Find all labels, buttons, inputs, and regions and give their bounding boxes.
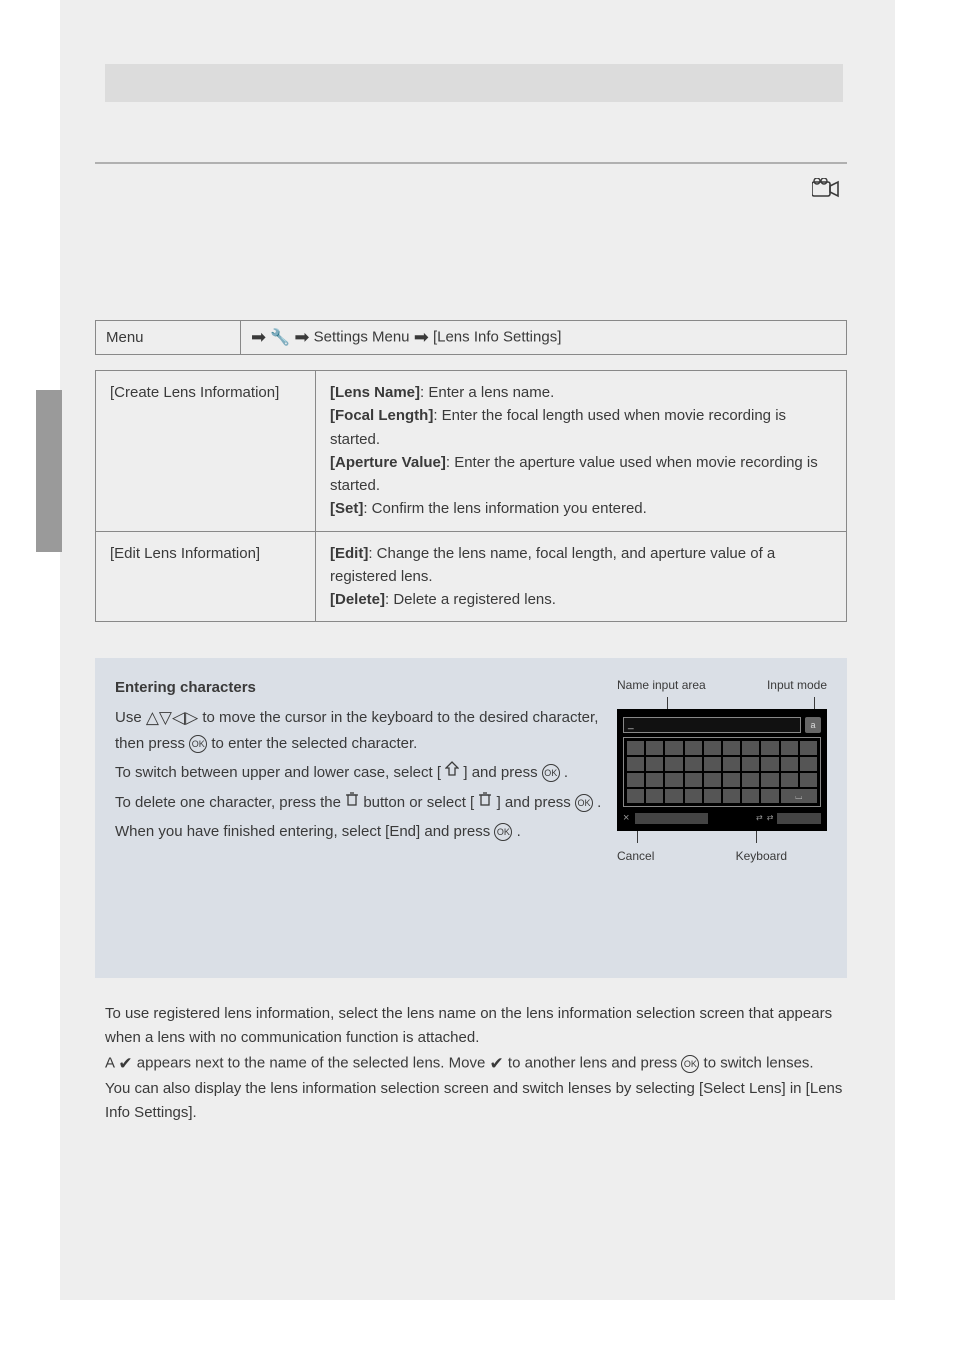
keyboard-figure: Name input area Input mode _ a ⌴ × ⇄ ⇄ bbox=[617, 676, 827, 865]
horizontal-divider bbox=[95, 162, 847, 164]
entering-chars-row2: To switch between upper and lower case, … bbox=[115, 761, 615, 785]
entering-characters-box: Entering characters Use △▽◁▷ to move the… bbox=[95, 658, 847, 978]
callout-cancel: Cancel bbox=[617, 847, 654, 866]
edit-lens-info-desc: [Edit]: Change the lens name, focal leng… bbox=[316, 531, 847, 622]
entering-chars-row3: To delete one character, press the butto… bbox=[115, 791, 615, 815]
trash-icon bbox=[478, 791, 492, 814]
bottom-line2: A ✔ appears next to the name of the sele… bbox=[105, 1050, 845, 1077]
shift-icon bbox=[445, 761, 459, 784]
create-lens-info-desc: [Lens Name]: Enter a lens name. [Focal L… bbox=[316, 371, 847, 532]
ok-button-icon: OK bbox=[681, 1055, 699, 1073]
space-key[interactable]: ⌴ bbox=[781, 789, 817, 803]
ok-button-icon: OK bbox=[189, 735, 207, 753]
callout-input-mode: Input mode bbox=[767, 676, 827, 695]
ok-button-icon: OK bbox=[494, 823, 512, 841]
lens-name-label: [Lens Name] bbox=[330, 384, 420, 401]
menu-path-table: Menu ➡ 🔧 ➡ Settings Menu ➡ [Lens Info Se… bbox=[95, 320, 847, 355]
arrow-right-icon: ➡ bbox=[294, 327, 309, 347]
aperture-label: [Aperture Value] bbox=[330, 454, 446, 471]
create-lens-info-label: [Create Lens Information] bbox=[96, 371, 316, 532]
arrow-right-icon: ➡ bbox=[251, 327, 266, 347]
kb-sym-icon: ⇄ bbox=[756, 812, 763, 824]
movie-mode-icon bbox=[812, 178, 842, 205]
lens-name-desc: : Enter a lens name. bbox=[420, 384, 554, 401]
bottom-line1: To use registered lens information, sele… bbox=[105, 1002, 845, 1050]
entering-chars-row4: When you have finished entering, select … bbox=[115, 820, 615, 843]
entering-chars-title: Entering characters bbox=[115, 676, 615, 699]
bottom-paragraphs: To use registered lens information, sele… bbox=[105, 1002, 845, 1125]
entering-chars-row1: Use △▽◁▷ to move the cursor in the keybo… bbox=[115, 705, 615, 755]
side-tab bbox=[36, 390, 62, 552]
keyboard-screen: _ a ⌴ × ⇄ ⇄ bbox=[617, 709, 827, 831]
edit-label: [Edit] bbox=[330, 545, 368, 562]
menu-path-mid: Settings Menu bbox=[314, 328, 414, 345]
callout-keyboard: Keyboard bbox=[736, 847, 787, 866]
dpad-icon: △▽◁▷ bbox=[146, 708, 198, 727]
edit-desc: : Change the lens name, focal length, an… bbox=[330, 545, 775, 585]
focal-length-label: [Focal Length] bbox=[330, 407, 433, 424]
input-mode-key[interactable]: a bbox=[805, 717, 821, 733]
bottom-key[interactable] bbox=[777, 813, 821, 824]
menu-path-end: [Lens Info Settings] bbox=[433, 328, 561, 345]
options-table: [Create Lens Information] [Lens Name]: E… bbox=[95, 370, 847, 622]
section-heading-bar bbox=[105, 64, 843, 102]
check-icon: ✔ bbox=[490, 1054, 504, 1073]
wrench-icon: 🔧 bbox=[270, 330, 290, 347]
menu-path: ➡ 🔧 ➡ Settings Menu ➡ [Lens Info Setting… bbox=[241, 321, 847, 355]
ok-button-icon: OK bbox=[542, 764, 560, 782]
ok-button-icon: OK bbox=[575, 794, 593, 812]
delete-desc: : Delete a registered lens. bbox=[385, 591, 556, 608]
cancel-x-icon[interactable]: × bbox=[623, 810, 629, 827]
trash-icon bbox=[345, 791, 359, 814]
set-desc: : Confirm the lens information you enter… bbox=[363, 500, 646, 517]
check-icon: ✔ bbox=[118, 1054, 132, 1073]
edit-lens-info-label: [Edit Lens Information] bbox=[96, 531, 316, 622]
kb-sym-icon: ⇄ bbox=[767, 812, 774, 824]
arrow-right-icon: ➡ bbox=[414, 327, 429, 347]
callout-name-input: Name input area bbox=[617, 676, 706, 695]
bottom-line3: You can also display the lens informatio… bbox=[105, 1077, 845, 1125]
keyboard-keys[interactable]: ⌴ bbox=[623, 737, 821, 807]
delete-label: [Delete] bbox=[330, 591, 385, 608]
bottom-key[interactable] bbox=[635, 813, 708, 824]
menu-label: Menu bbox=[96, 321, 241, 355]
set-label: [Set] bbox=[330, 500, 363, 517]
name-input-field[interactable]: _ bbox=[623, 717, 801, 733]
